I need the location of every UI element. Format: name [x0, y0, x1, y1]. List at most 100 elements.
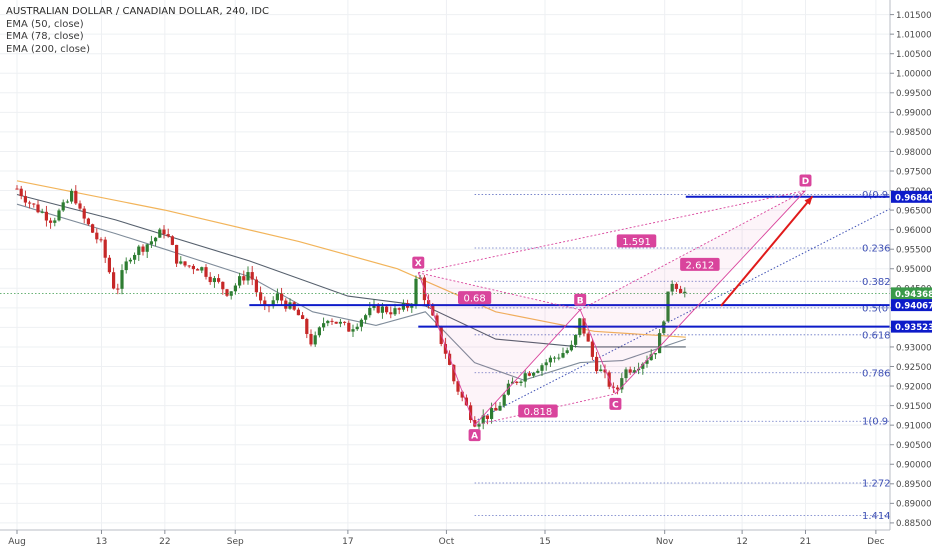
- candle-body: [53, 220, 57, 223]
- candle-body: [380, 306, 384, 313]
- candle-body: [183, 261, 187, 266]
- candle-body: [57, 210, 61, 221]
- time-tick-label: 22: [159, 537, 170, 547]
- candle-body: [305, 318, 309, 334]
- point-badge: [609, 397, 622, 410]
- candle-body: [372, 304, 376, 308]
- time-tick-label: 13: [96, 537, 107, 547]
- candle-body: [603, 369, 607, 373]
- harmonic-pattern[interactable]: 0.68 0.818 1.591 2.612 X A B C D: [412, 174, 812, 442]
- point-badge: [468, 429, 481, 442]
- time-axis[interactable]: Aug 13 22 Sep 17 Oct 15 Nov 12 21 Dec: [0, 529, 890, 547]
- candle-body: [137, 246, 141, 255]
- price-tick-label: 0.96000: [896, 226, 932, 236]
- candle-body: [427, 300, 431, 306]
- candle-body: [154, 237, 158, 242]
- level-price-badge-label: 0.94067: [895, 302, 932, 312]
- candle-body: [397, 308, 401, 310]
- fib-level-label: 1(0.9: [862, 417, 888, 428]
- time-tick-label: Sep: [227, 537, 244, 547]
- candle-body: [477, 423, 481, 427]
- fib-level-label: 0.5(0: [862, 303, 888, 314]
- candle-body: [238, 276, 242, 286]
- price-tick-label: 1.01500: [896, 11, 932, 21]
- ratio-badge: [518, 404, 558, 418]
- candle-body: [540, 365, 544, 371]
- ratio-badge: [458, 291, 492, 305]
- fib-level-label: 0(0.9: [862, 190, 888, 201]
- candle-body: [561, 353, 565, 358]
- time-tick-label: 21: [800, 537, 811, 547]
- candle-body: [61, 202, 65, 211]
- xab-triangle: [418, 272, 581, 426]
- candle-body: [679, 288, 683, 294]
- candle-body: [443, 343, 447, 354]
- price-axis-background: [890, 0, 932, 550]
- candle-body: [511, 381, 515, 384]
- candle-body: [431, 305, 435, 316]
- candle-body: [49, 220, 53, 223]
- point-badge: [412, 256, 425, 269]
- candle-body: [246, 272, 250, 281]
- time-tick-label: 17: [342, 537, 353, 547]
- fib-level-label: 0.382: [862, 277, 891, 288]
- candle-body: [645, 360, 649, 364]
- candle-body: [275, 293, 279, 301]
- candle-body: [548, 357, 552, 363]
- candle-body: [448, 353, 452, 365]
- candle-body: [128, 259, 132, 262]
- candle-body: [595, 356, 599, 372]
- candle-body: [70, 190, 74, 202]
- horizontal-levels[interactable]: [0, 195, 890, 328]
- candle-body: [498, 405, 502, 411]
- candle-body: [280, 293, 284, 301]
- candle-body: [107, 257, 111, 273]
- price-tick-label: 0.95500: [896, 246, 932, 256]
- time-tick-label: 15: [539, 537, 550, 547]
- leg-ab: [474, 309, 581, 426]
- arrow-shaft: [720, 195, 814, 307]
- candle-body: [347, 322, 351, 332]
- candle-body: [103, 239, 107, 258]
- candle-body: [590, 341, 594, 357]
- candle-body: [658, 333, 662, 354]
- price-axis[interactable]: 1.01500 1.01000 1.00500 1.00000 0.99500 0.990…: [889, 0, 932, 550]
- candle-body: [469, 405, 473, 421]
- price-tick-label: 0.91500: [896, 402, 932, 412]
- candle-body: [95, 232, 99, 240]
- candle-body: [506, 383, 510, 395]
- candle-body: [40, 211, 44, 213]
- time-tick-label: Dec: [867, 537, 884, 547]
- candle-body: [553, 357, 557, 359]
- candle-body: [481, 415, 485, 424]
- candle-body: [456, 381, 460, 392]
- candle-body: [36, 204, 40, 213]
- candle-body: [91, 224, 95, 233]
- ratio-label: 0.68: [463, 294, 485, 305]
- candle-body: [187, 265, 191, 267]
- candle-body: [574, 334, 578, 345]
- level-price-badge: [891, 190, 932, 203]
- candle-body: [32, 203, 36, 205]
- candle-body: [414, 278, 418, 306]
- projection-arrow[interactable]: [720, 195, 814, 307]
- candle-body: [86, 218, 90, 225]
- price-tick-label: 0.90500: [896, 441, 932, 451]
- ema200-line: [16, 180, 686, 338]
- candle-body: [532, 372, 536, 376]
- price-tick-label: 0.89500: [896, 480, 932, 490]
- candle-body: [515, 381, 519, 384]
- candle-body: [170, 236, 174, 245]
- time-tick-label: Aug: [8, 537, 26, 547]
- level-price-badge: [891, 320, 932, 333]
- candle-body: [145, 244, 149, 252]
- candle-body: [494, 407, 498, 411]
- candle-body: [393, 308, 397, 315]
- candle-body: [683, 291, 687, 294]
- price-tick-label: 0.88500: [896, 519, 932, 529]
- level-price-badge-label: 0.93523: [895, 323, 932, 333]
- bcd-triangle: [580, 190, 806, 394]
- candle-body: [452, 364, 456, 382]
- ratio-label: 0.818: [524, 407, 553, 418]
